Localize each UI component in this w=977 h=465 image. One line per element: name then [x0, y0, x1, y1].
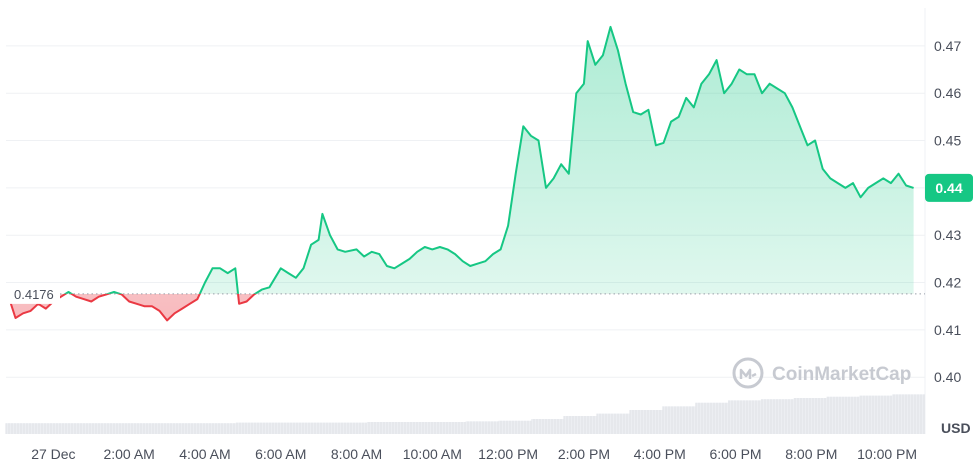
price-line-down [6, 293, 257, 322]
current-price-badge: 0.44 [925, 173, 973, 202]
area-above-baseline [65, 26, 914, 294]
y-tick-label: 0.41 [934, 322, 961, 338]
x-tick-label: 6:00 AM [255, 446, 306, 462]
x-tick-label: 2:00 AM [103, 446, 154, 462]
y-tick-label: 0.45 [934, 133, 961, 149]
price-line-up [63, 25, 914, 294]
y-tick-label: 0.43 [934, 227, 961, 243]
price-line [6, 25, 914, 322]
x-tick-label: 8:00 PM [785, 446, 837, 462]
x-tick-label: 4:00 PM [634, 446, 686, 462]
volume-bars [5, 394, 925, 434]
baseline-value: 0.4176 [14, 287, 54, 302]
x-tick-label: 8:00 AM [331, 446, 382, 462]
volume-area [6, 394, 925, 434]
x-tick-label: 10:00 PM [857, 446, 917, 462]
y-tick-label: 0.47 [934, 38, 961, 54]
y-axis: 0.40 0.41 0.42 0.43 0.44 0.45 0.46 0.47 [934, 38, 961, 385]
x-tick-label: 10:00 AM [403, 446, 462, 462]
watermark-text: CoinMarketCap [772, 364, 911, 385]
watermark: CoinMarketCap [732, 357, 911, 389]
baseline-label: 0.4176 [6, 283, 60, 304]
y-tick-label: 0.42 [934, 275, 961, 291]
x-tick-label: 27 Dec [31, 446, 75, 462]
x-tick-label: 4:00 AM [179, 446, 230, 462]
x-tick-label: 2:00 PM [558, 446, 610, 462]
coinmarketcap-logo-icon [732, 357, 764, 389]
y-axis-unit: USD [941, 420, 971, 436]
x-tick-label: 12:00 PM [478, 446, 538, 462]
x-axis: 27 Dec 2:00 AM 4:00 AM 6:00 AM 8:00 AM 10:00 … [31, 446, 917, 462]
y-tick-label: 0.46 [934, 85, 961, 101]
y-tick-label: 0.40 [934, 369, 961, 385]
current-price-value: 0.44 [935, 180, 962, 196]
x-tick-label: 6:00 PM [709, 446, 761, 462]
